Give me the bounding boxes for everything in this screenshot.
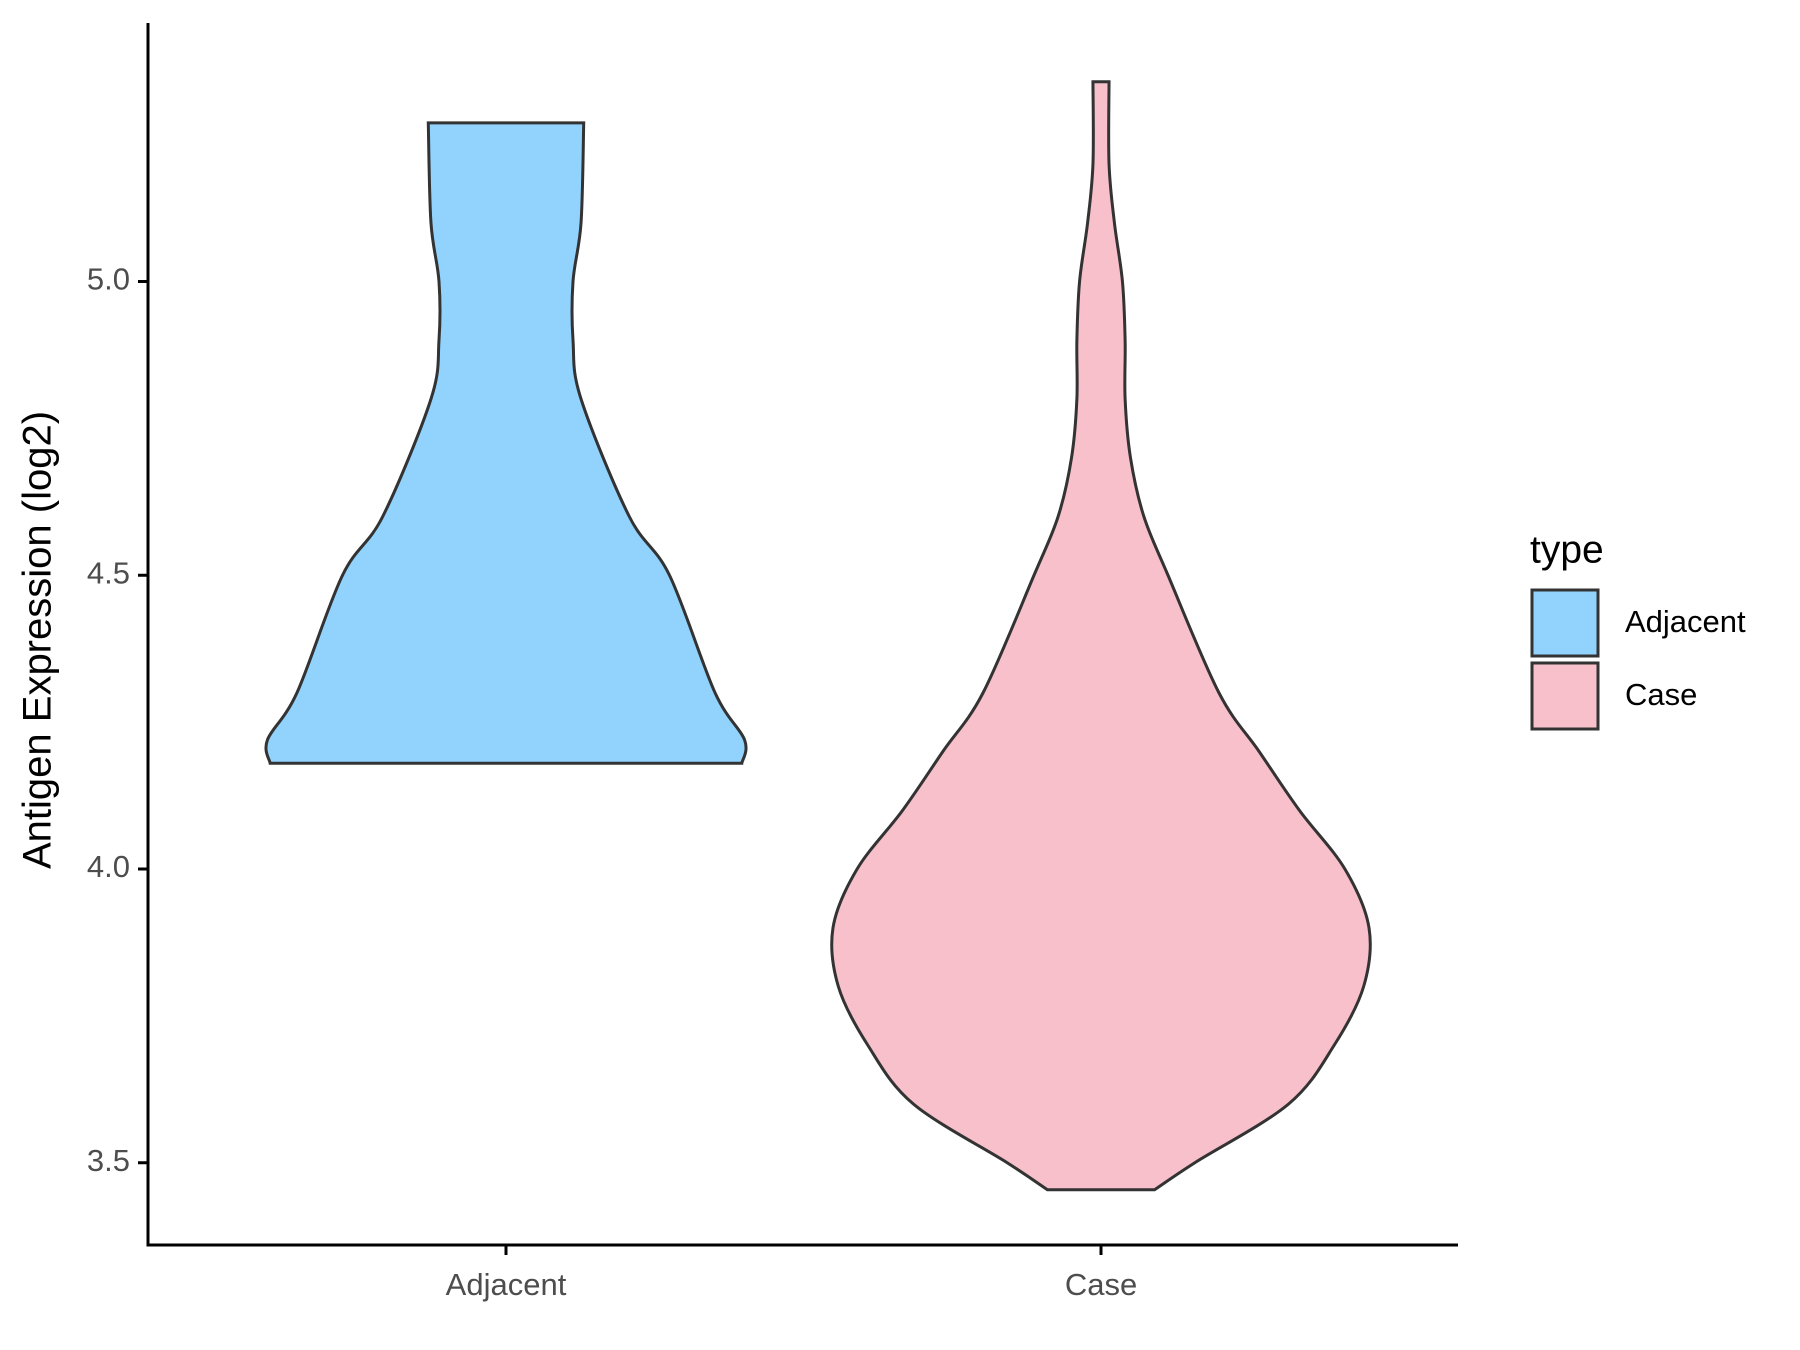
legend-key [1530,661,1600,731]
legend-title: type [1530,528,1604,571]
violin [830,80,1372,1192]
legend-key [1530,588,1600,658]
y-tick-label: 4.5 [87,555,130,590]
x-tick-label: Adjacent [446,1267,567,1302]
y-tick-label: 4.0 [87,849,130,884]
x-tick-label: Case [1065,1267,1137,1302]
y-tick-label: 5.0 [87,262,130,297]
violin [264,121,748,765]
y-tick-label: 3.5 [87,1143,130,1178]
legend-label: Case [1625,677,1697,712]
legend-label: Adjacent [1625,604,1746,639]
y-axis-title: Antigen Expression (log2) [16,411,60,869]
